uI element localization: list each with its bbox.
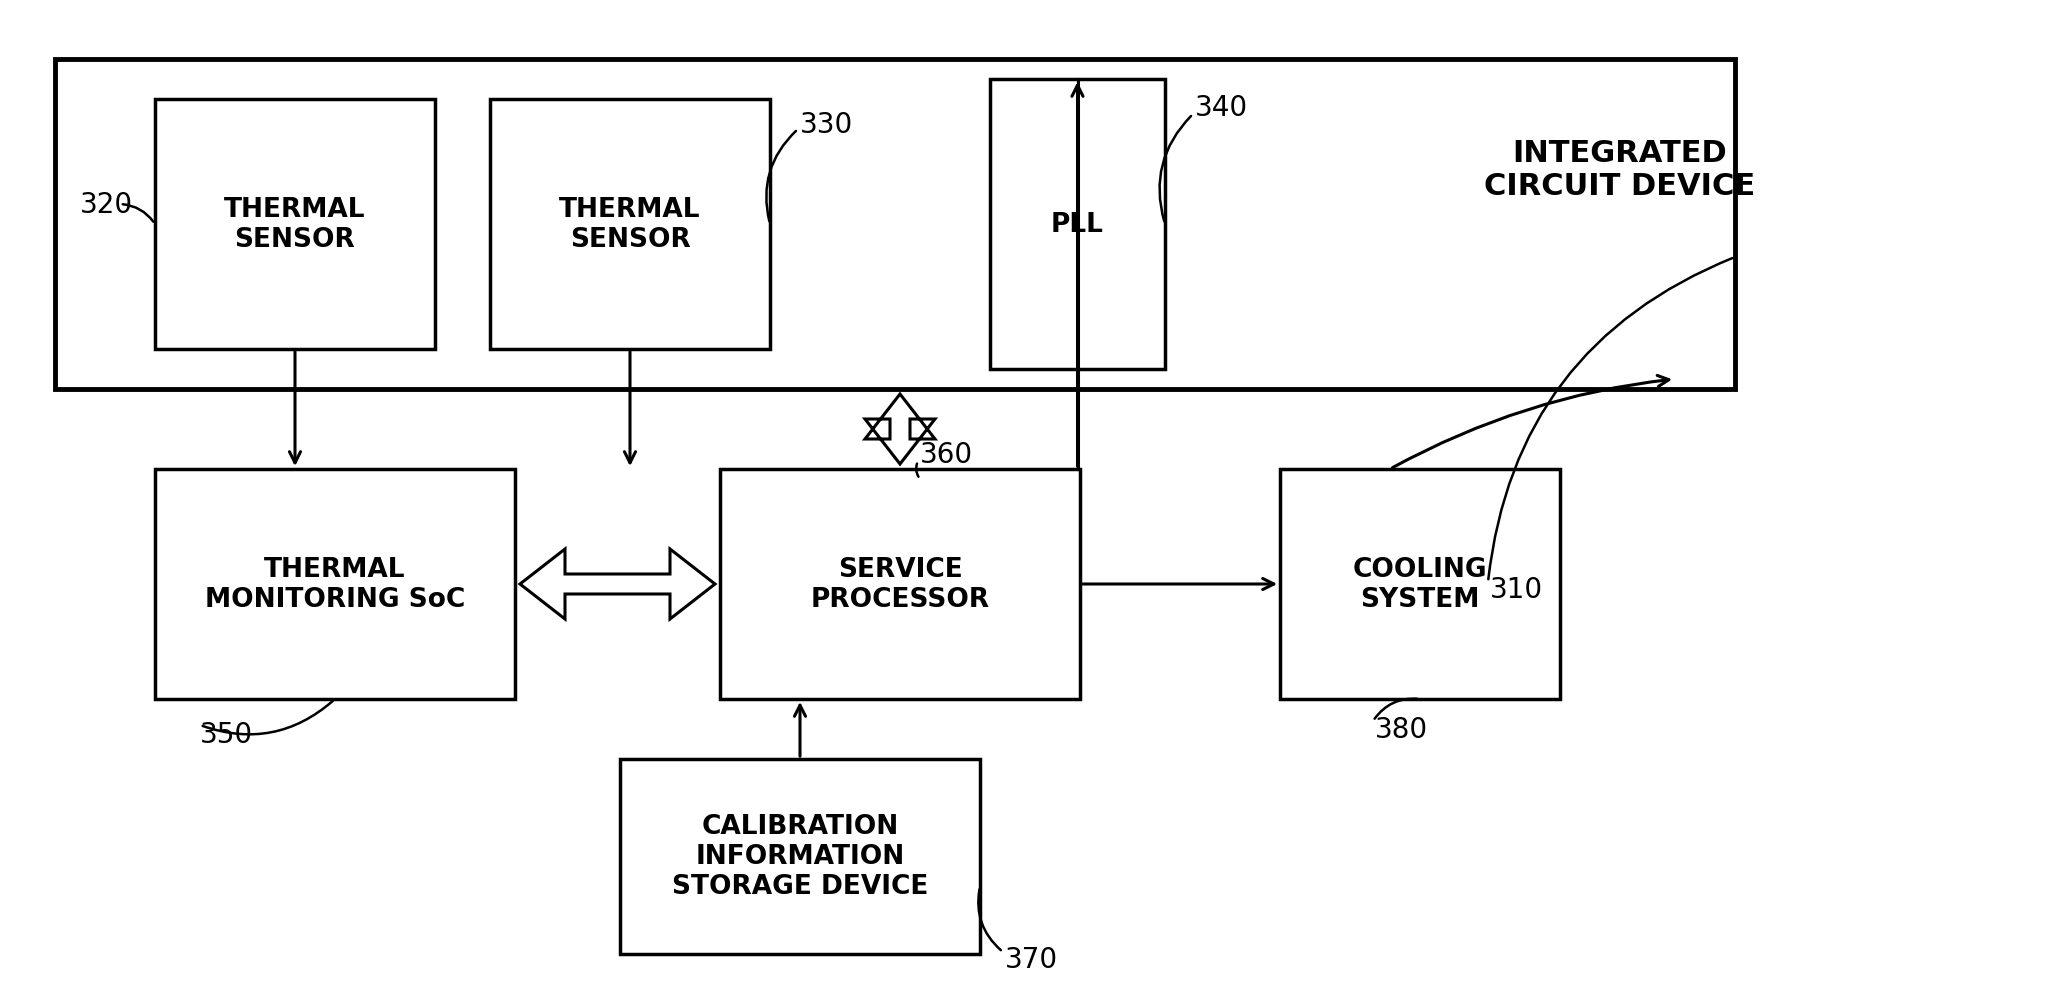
Bar bbox=[489, 100, 771, 350]
Text: 310: 310 bbox=[1491, 576, 1544, 603]
Text: INTEGRATED
CIRCUIT DEVICE: INTEGRATED CIRCUIT DEVICE bbox=[1484, 138, 1756, 201]
FancyArrowPatch shape bbox=[1160, 117, 1190, 222]
Bar bbox=[621, 759, 981, 954]
Text: 360: 360 bbox=[919, 440, 972, 468]
Bar bbox=[1281, 469, 1561, 700]
Text: CALIBRATION
INFORMATION
STORAGE DEVICE: CALIBRATION INFORMATION STORAGE DEVICE bbox=[672, 814, 927, 900]
FancyArrowPatch shape bbox=[767, 132, 796, 222]
Text: 320: 320 bbox=[80, 191, 134, 219]
Text: PLL: PLL bbox=[1051, 212, 1104, 238]
Text: 380: 380 bbox=[1375, 716, 1429, 744]
FancyArrowPatch shape bbox=[979, 890, 1001, 950]
FancyArrowPatch shape bbox=[917, 464, 919, 477]
FancyArrowPatch shape bbox=[123, 205, 154, 223]
FancyArrowPatch shape bbox=[1489, 258, 1733, 580]
Bar bbox=[56, 60, 1735, 390]
Bar bbox=[720, 469, 1079, 700]
Text: 350: 350 bbox=[199, 721, 253, 748]
FancyArrowPatch shape bbox=[1375, 699, 1417, 719]
Polygon shape bbox=[520, 550, 715, 619]
Text: COOLING
SYSTEM: COOLING SYSTEM bbox=[1353, 557, 1486, 612]
Text: SERVICE
PROCESSOR: SERVICE PROCESSOR bbox=[810, 557, 989, 612]
Text: 340: 340 bbox=[1195, 93, 1248, 122]
Text: 330: 330 bbox=[800, 111, 853, 139]
Text: 370: 370 bbox=[1005, 945, 1059, 973]
Text: THERMAL
SENSOR: THERMAL SENSOR bbox=[559, 197, 701, 252]
Polygon shape bbox=[866, 395, 935, 464]
Bar bbox=[154, 469, 514, 700]
Text: THERMAL
MONITORING SoC: THERMAL MONITORING SoC bbox=[206, 557, 465, 612]
FancyArrowPatch shape bbox=[204, 701, 333, 735]
Text: THERMAL
SENSOR: THERMAL SENSOR bbox=[224, 197, 366, 252]
Bar bbox=[154, 100, 436, 350]
Bar bbox=[991, 80, 1166, 370]
